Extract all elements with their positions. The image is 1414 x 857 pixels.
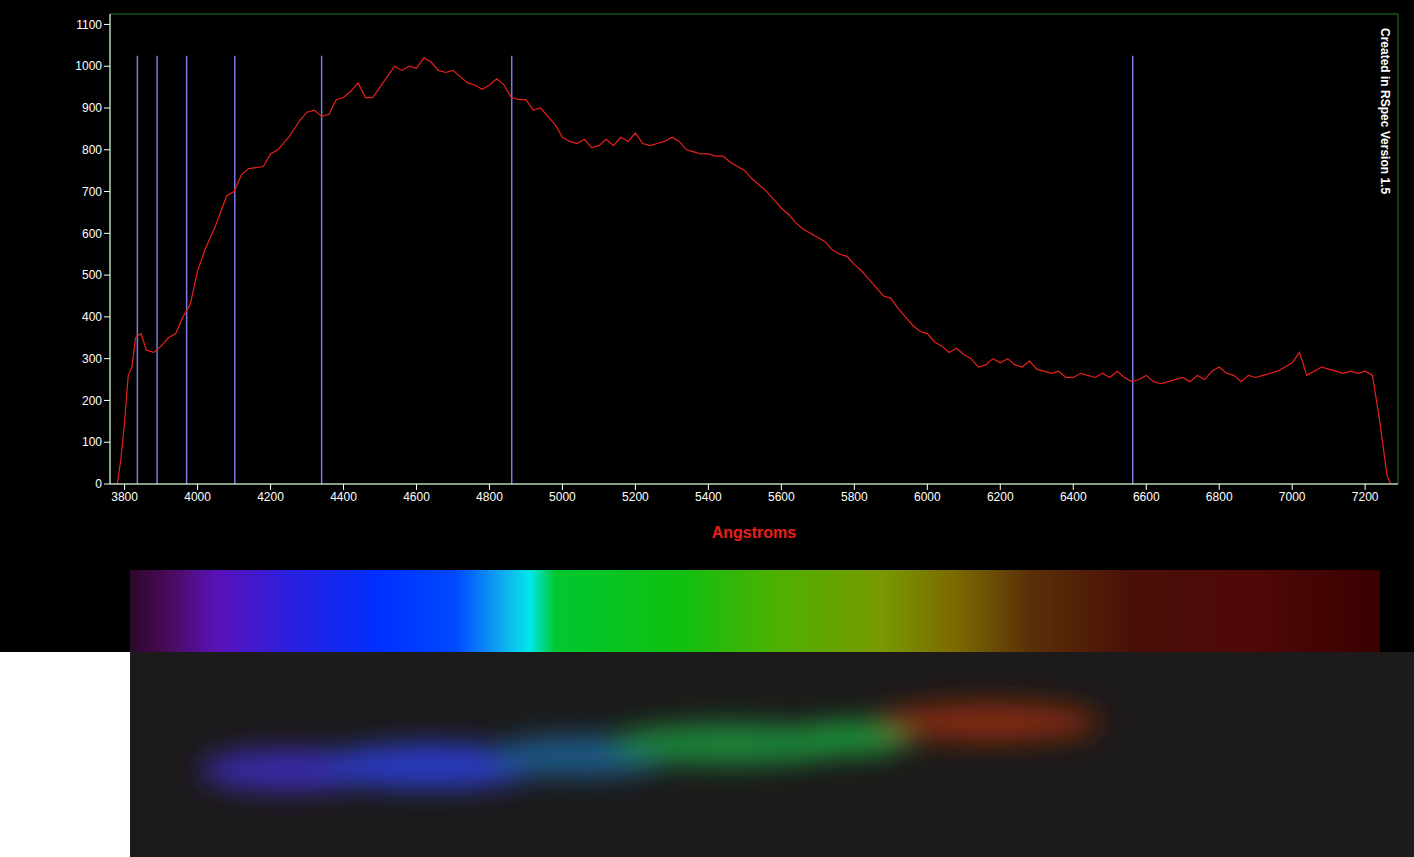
svg-text:0: 0 [95, 477, 102, 491]
svg-text:6400: 6400 [1060, 490, 1087, 504]
svg-text:700: 700 [82, 185, 102, 199]
svg-text:1100: 1100 [76, 18, 102, 32]
svg-text:3800: 3800 [111, 490, 138, 504]
svg-text:5600: 5600 [768, 490, 795, 504]
html-text:Created in RSpec Version 1.5: Created in RSpec Version 1.5 [1378, 28, 1392, 195]
svg-text:200: 200 [82, 394, 102, 408]
svg-text:6000: 6000 [914, 490, 941, 504]
svg-text:4400: 4400 [330, 490, 357, 504]
svg-text:900: 900 [82, 101, 102, 115]
svg-text:5400: 5400 [695, 490, 722, 504]
svg-text:5000: 5000 [549, 490, 576, 504]
svg-text:5200: 5200 [622, 490, 649, 504]
svg-text:4200: 4200 [257, 490, 284, 504]
svg-text:7000: 7000 [1279, 490, 1306, 504]
svg-text:6200: 6200 [987, 490, 1014, 504]
svg-text:300: 300 [82, 352, 102, 366]
svg-text:5800: 5800 [841, 490, 868, 504]
svg-text:4800: 4800 [476, 490, 503, 504]
svg-text:7200: 7200 [1352, 490, 1379, 504]
svg-text:800: 800 [82, 143, 102, 157]
svg-text:Angstroms: Angstroms [712, 524, 797, 541]
svg-text:6600: 6600 [1133, 490, 1160, 504]
svg-text:400: 400 [82, 310, 102, 324]
svg-text:100: 100 [82, 435, 102, 449]
svg-text:6800: 6800 [1206, 490, 1233, 504]
svg-text:600: 600 [82, 227, 102, 241]
svg-text:500: 500 [82, 268, 102, 282]
svg-text:4000: 4000 [184, 490, 211, 504]
svg-text:4600: 4600 [403, 490, 430, 504]
svg-text:1000: 1000 [75, 59, 102, 73]
